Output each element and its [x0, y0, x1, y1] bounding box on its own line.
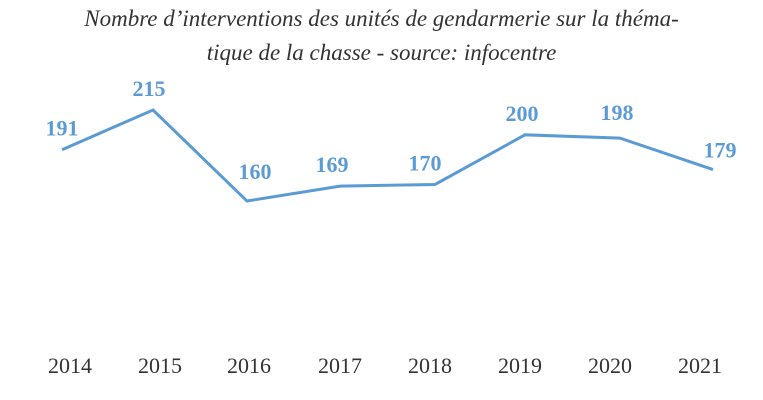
- chart-title-line-2: tique de la chasse - source: infocentre: [206, 40, 557, 65]
- x-tick-label: 2016: [227, 353, 271, 378]
- x-tick-label: 2018: [408, 353, 452, 378]
- series-line: [61, 108, 714, 203]
- x-tick-label: 2021: [678, 353, 722, 378]
- data-label: 160: [239, 159, 272, 184]
- x-tick-label: 2019: [498, 353, 542, 378]
- chart-title-line-1: Nombre d’interventions des unités de gen…: [84, 6, 679, 31]
- x-tick-label: 2014: [48, 353, 92, 378]
- data-label: 198: [601, 100, 634, 125]
- data-label: 191: [46, 116, 79, 141]
- x-tick-label: 2015: [138, 353, 182, 378]
- data-label: 200: [506, 101, 539, 126]
- data-label: 170: [409, 150, 442, 175]
- data-label: 215: [133, 76, 166, 101]
- data-label: 169: [316, 152, 349, 177]
- x-tick-label: 2020: [588, 353, 632, 378]
- x-tick-label: 2017: [318, 353, 362, 378]
- data-label: 179: [704, 138, 737, 163]
